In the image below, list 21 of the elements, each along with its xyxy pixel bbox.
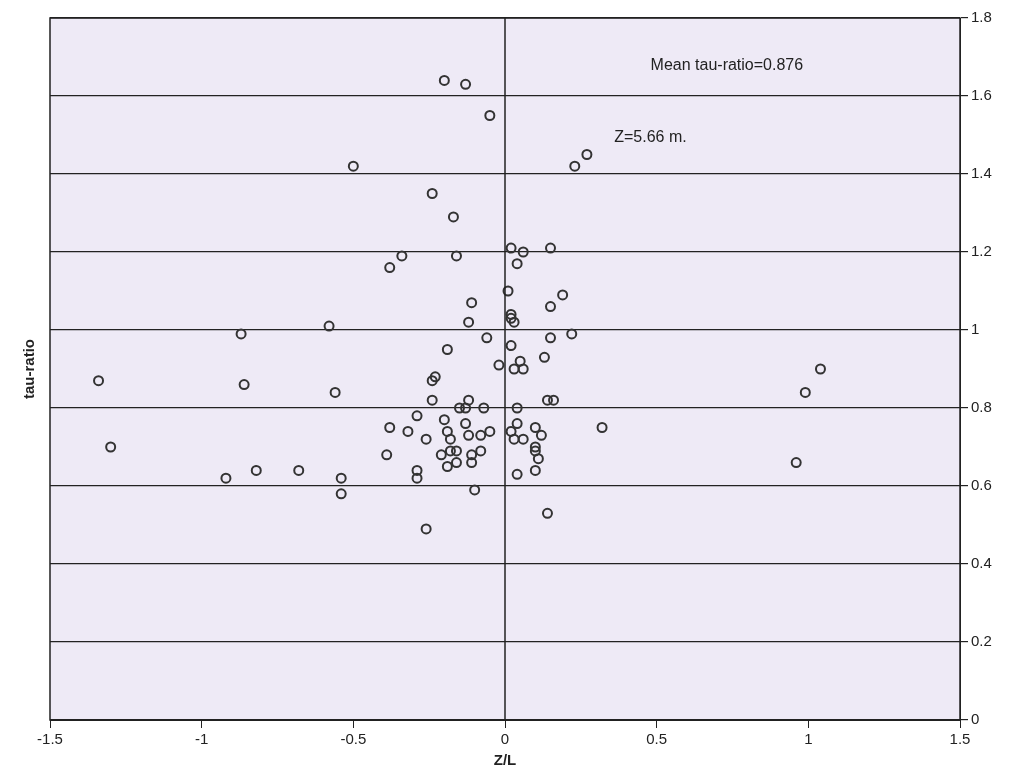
x-tick-label: -0.5: [340, 730, 367, 748]
y-tick-label: 0.6: [971, 476, 992, 494]
x-tick-label: 1: [804, 730, 813, 748]
y-tick-label: 0.8: [971, 398, 992, 416]
x-tick-label: 0.5: [646, 730, 668, 748]
y-tick-label: 1.2: [971, 242, 992, 260]
annotation: Z=5.66 m.: [614, 127, 687, 145]
y-tick-label: 0: [971, 710, 980, 728]
y-tick-label: 0.2: [971, 632, 992, 650]
annotation: Mean tau-ratio=0.876: [650, 56, 804, 74]
x-tick-label: 0: [500, 730, 510, 748]
y-tick-label: 1.6: [971, 86, 992, 104]
x-tick-label: 1.5: [949, 730, 971, 748]
x-tick-label: -1.5: [37, 730, 63, 748]
x-axis-title: Z/L: [493, 751, 517, 769]
y-tick-label: 1: [971, 320, 980, 338]
y-tick-label: 1.4: [971, 164, 992, 182]
x-tick-label: -1: [194, 730, 209, 748]
y-tick-label: 1.8: [971, 8, 992, 26]
y-tick-label: 0.4: [971, 554, 992, 572]
y-axis-title: tau-ratio: [20, 339, 38, 399]
